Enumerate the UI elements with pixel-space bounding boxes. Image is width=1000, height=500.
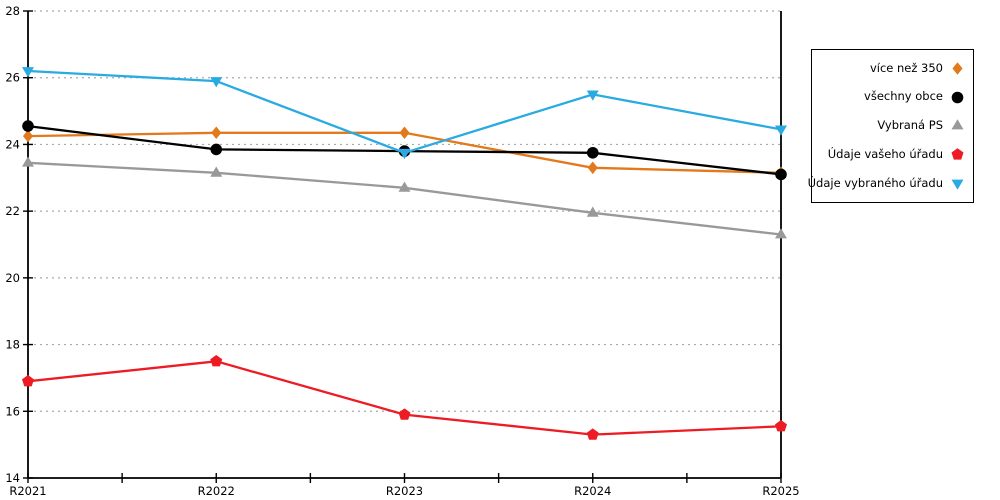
legend-diamond-glyph-icon: [952, 62, 963, 75]
data-point-triangle-up-icon: [775, 228, 787, 239]
series-line: [27, 161, 782, 236]
x-tick-label: R2025: [762, 484, 799, 498]
data-point-circle-icon: [586, 146, 599, 159]
legend-item-label: Údaje vašeho úřadu: [827, 147, 943, 162]
data-point-triangle-down-icon: [210, 77, 223, 88]
legend-item-label: všechny obce: [864, 89, 943, 104]
legend-item-label: více než 350: [869, 60, 943, 75]
legend-item: všechny obce: [816, 90, 965, 105]
x-tick-label: R2022: [198, 484, 235, 498]
y-tick-label: 26: [5, 71, 20, 85]
legend-item: více než 350: [816, 61, 965, 76]
legend-marker-pentagon-icon: [951, 148, 964, 160]
y-tick-label: 24: [5, 137, 20, 151]
data-point-pentagon-icon: [775, 420, 787, 432]
data-point-triangle-up-icon: [22, 156, 34, 167]
x-tick-label: R2021: [9, 484, 46, 498]
data-point-triangle-up-icon: [210, 166, 223, 177]
data-point-circle-icon: [775, 168, 787, 181]
legend-item-label: Vybraná PS: [877, 118, 943, 133]
legend-item: Vybraná PS: [816, 118, 965, 133]
data-point-diamond-icon: [211, 126, 222, 140]
data-point-triangle-down-icon: [586, 90, 599, 101]
legend-marker-diamond-icon: [952, 62, 963, 75]
x-tick-label: R2023: [386, 484, 423, 498]
data-point-pentagon-icon: [398, 408, 411, 420]
legend-item: Údaje vybraného úřadu: [808, 176, 965, 191]
legend-circle-glyph-icon: [951, 91, 964, 103]
legend-triangle-up-glyph-icon: [951, 119, 964, 130]
data-point-circle-icon: [210, 143, 223, 156]
data-point-diamond-icon: [22, 129, 34, 143]
legend-pentagon-glyph-icon: [951, 148, 964, 160]
y-tick-label: 14: [5, 471, 20, 485]
legend-triangle-down-glyph-icon: [951, 179, 964, 190]
legend: více než 350 všechny obce Vybraná PS Údaje …: [808, 49, 974, 203]
data-point-pentagon-icon: [586, 428, 599, 440]
y-tick-label: 22: [5, 204, 20, 218]
data-point-pentagon-icon: [22, 374, 34, 387]
y-tick-label: 18: [5, 338, 20, 352]
data-point-triangle-up-icon: [586, 206, 599, 217]
data-point-triangle-up-icon: [398, 181, 411, 192]
y-tick-label: 28: [5, 4, 20, 18]
legend-marker-circle-icon: [951, 91, 964, 103]
data-point-triangle-down-icon: [22, 67, 34, 78]
legend-item: Údaje vašeho úřadu: [816, 147, 965, 162]
series-line: [27, 360, 782, 436]
data-point-triangle-down-icon: [398, 148, 411, 160]
legend-marker-triangle-up-icon: [951, 119, 964, 130]
y-tick-label: 20: [5, 271, 20, 285]
legend-item-label: Údaje vybraného úřadu: [807, 175, 943, 190]
data-point-triangle-down-icon: [775, 125, 787, 136]
x-tick-label: R2024: [574, 484, 611, 498]
y-tick-label: 16: [5, 404, 20, 418]
data-point-circle-icon: [22, 120, 34, 132]
data-point-diamond-icon: [587, 161, 598, 175]
legend-marker-triangle-down-icon: [951, 179, 964, 190]
data-point-pentagon-icon: [210, 354, 223, 367]
data-point-diamond-icon: [399, 126, 410, 140]
